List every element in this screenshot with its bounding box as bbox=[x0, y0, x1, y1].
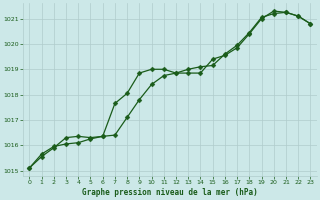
X-axis label: Graphe pression niveau de la mer (hPa): Graphe pression niveau de la mer (hPa) bbox=[82, 188, 258, 197]
